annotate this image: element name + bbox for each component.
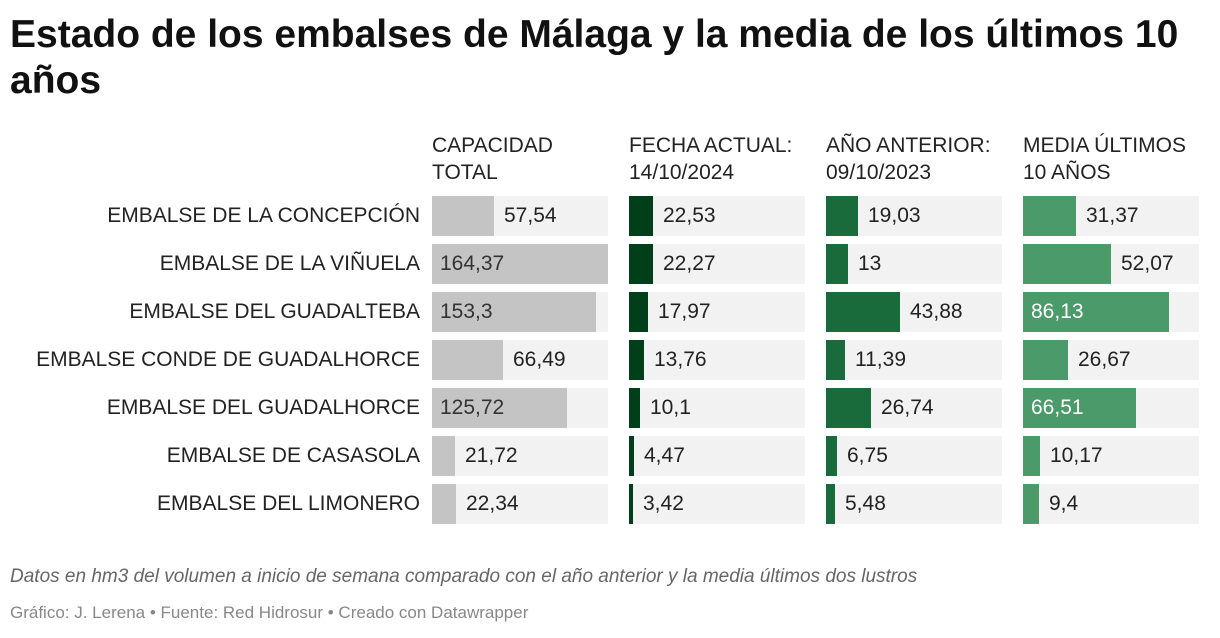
bar-track: 11,39 [826, 340, 1002, 380]
bar-value-label: 19,03 [868, 204, 921, 227]
bar [432, 244, 608, 284]
bar-value-label: 52,07 [1121, 252, 1174, 275]
bar-track: 86,13 [1023, 292, 1199, 332]
bar [826, 292, 900, 332]
bar-track: 21,72 [432, 436, 608, 476]
bar-value-label: 6,75 [847, 444, 888, 467]
bar-value-label: 11,39 [855, 348, 906, 371]
bar-value-label: 21,72 [465, 444, 518, 467]
bar [1023, 340, 1068, 380]
bar-track: 22,53 [629, 196, 805, 236]
bar-value-label: 125,72 [440, 396, 505, 419]
bar [1023, 196, 1076, 236]
bar [432, 388, 567, 428]
bar-track: 5,48 [826, 484, 1002, 524]
bar-track: 17,97 [629, 292, 805, 332]
bar-value-label: 22,34 [466, 492, 519, 515]
bar [432, 340, 503, 380]
bar-value-label: 66,49 [513, 348, 566, 371]
bar-track: 26,67 [1023, 340, 1199, 380]
chart-credits: Gráfico: J. Lerena • Fuente: Red Hidrosu… [10, 603, 529, 622]
bar-value-label: 31,37 [1086, 204, 1139, 227]
bar [629, 196, 653, 236]
bar-value-label: 153,3 [440, 300, 493, 323]
bar [1023, 436, 1040, 476]
bar [1023, 292, 1169, 332]
row-label: EMBALSE DEL GUADALTEBA [129, 300, 420, 323]
bar [826, 388, 871, 428]
bar-track: 22,34 [432, 484, 608, 524]
bar-track: 3,42 [629, 484, 805, 524]
bar-value-label: 22,27 [663, 252, 716, 275]
bar [432, 484, 456, 524]
bar-track: 52,07 [1023, 244, 1199, 284]
bar [826, 340, 845, 380]
bar [432, 292, 596, 332]
column-header: AÑO ANTERIOR: 09/10/2023 [826, 134, 991, 184]
bar-value-label: 43,88 [910, 300, 963, 323]
bar [432, 436, 455, 476]
bar-track: 10,17 [1023, 436, 1199, 476]
bar [1023, 388, 1136, 428]
bar [826, 436, 837, 476]
bar-value-label: 10,1 [650, 396, 691, 419]
bar-track: 19,03 [826, 196, 1002, 236]
bar-track: 26,74 [826, 388, 1002, 428]
bar-track: 57,54 [432, 196, 608, 236]
row-label: EMBALSE DE CASASOLA [166, 444, 420, 467]
bar-value-label: 10,17 [1050, 444, 1103, 467]
bar-value-label: 3,42 [643, 492, 684, 515]
row-label: EMBALSE DE LA CONCEPCIÓN [107, 204, 420, 227]
bar-track: 31,37 [1023, 196, 1199, 236]
bar-value-label: 13,76 [654, 348, 707, 371]
bar-track: 43,88 [826, 292, 1002, 332]
bar [629, 436, 634, 476]
bar-value-label: 4,47 [644, 444, 685, 467]
bar-value-label: 66,51 [1031, 396, 1084, 419]
bar-track: 164,37 [432, 244, 608, 284]
bar-value-label: 9,4 [1049, 492, 1079, 515]
row-label: EMBALSE CONDE DE GUADALHORCE [36, 348, 420, 371]
bar-track: 13 [826, 244, 1002, 284]
row-label: EMBALSE DE LA VIÑUELA [159, 252, 420, 275]
bar [1023, 244, 1111, 284]
bar-track: 13,76 [629, 340, 805, 380]
bar-value-label: 57,54 [504, 204, 557, 227]
bar-value-label: 26,74 [881, 396, 934, 419]
bar-value-label: 26,67 [1078, 348, 1131, 371]
bar [826, 484, 835, 524]
bar [432, 196, 494, 236]
bar [629, 292, 648, 332]
column-header: CAPACIDAD TOTAL [432, 134, 553, 184]
bar-value-label: 17,97 [658, 300, 711, 323]
column-header: MEDIA ÚLTIMOS 10 AÑOS [1023, 134, 1186, 184]
bar [629, 244, 653, 284]
row-label: EMBALSE DEL GUADALHORCE [106, 396, 420, 419]
bar-value-label: 164,37 [440, 252, 505, 275]
bar-track: 10,1 [629, 388, 805, 428]
bar-track: 153,3 [432, 292, 608, 332]
bar [629, 484, 633, 524]
bar-value-label: 5,48 [845, 492, 886, 515]
chart-title: Estado de los embalses de Málaga y la me… [10, 13, 1179, 102]
bar-track: 22,27 [629, 244, 805, 284]
column-header: FECHA ACTUAL: 14/10/2024 [629, 134, 793, 184]
bar-track: 6,75 [826, 436, 1002, 476]
bar [629, 388, 640, 428]
chart-notes: Datos en hm3 del volumen a inicio de sem… [10, 566, 918, 587]
bar [629, 340, 644, 380]
bar [826, 196, 858, 236]
bar [1023, 484, 1039, 524]
bar-value-label: 22,53 [663, 204, 716, 227]
row-label: EMBALSE DEL LIMONERO [157, 492, 420, 515]
bar-value-label: 13 [858, 252, 882, 275]
bar-track: 66,49 [432, 340, 608, 380]
bar [826, 244, 848, 284]
bar-value-label: 86,13 [1031, 300, 1084, 323]
bar-track: 9,4 [1023, 484, 1199, 524]
bar-track: 4,47 [629, 436, 805, 476]
bar-track: 66,51 [1023, 388, 1199, 428]
bar-track: 125,72 [432, 388, 608, 428]
